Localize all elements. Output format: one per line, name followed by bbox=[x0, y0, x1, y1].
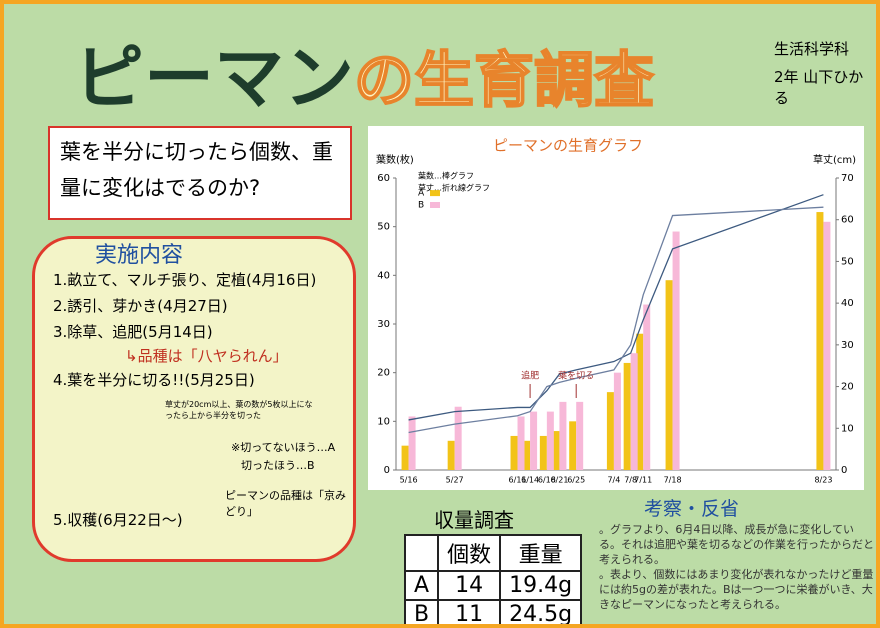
cell: A bbox=[403, 570, 440, 601]
x-tick-label: 6/21 bbox=[550, 476, 568, 485]
cell: 24.5g bbox=[499, 599, 583, 624]
cell: 19.4g bbox=[499, 570, 583, 601]
x-tick-label: 6/18 bbox=[538, 476, 556, 485]
step: 3.除草、追肥(5月14日) bbox=[53, 323, 213, 341]
yield-heading: 収量調査 bbox=[434, 508, 514, 532]
legend-swatch bbox=[430, 202, 440, 208]
col-header: 個数 bbox=[437, 534, 502, 572]
y2-tick-label: 20 bbox=[841, 382, 854, 393]
step-note: ↳品種は「八ヤられん」 bbox=[125, 347, 288, 365]
cut-note: 草丈が20cm以上、葉の数が5枚以上になったら上から半分を切った bbox=[165, 400, 313, 420]
legend-note: 葉数…棒グラフ bbox=[418, 171, 474, 181]
bar bbox=[576, 401, 584, 470]
y-tick-label: 30 bbox=[377, 319, 390, 330]
y2-tick-label: 40 bbox=[841, 298, 854, 309]
x-tick-label: 5/16 bbox=[400, 476, 418, 485]
x-tick-label: 7/11 bbox=[634, 476, 652, 485]
procedure-box: 実施内容 1.畝立て、マルチ張り、定植(4月16日) 2.誘引、芽かき(4月27… bbox=[32, 236, 356, 562]
label-b: 切ったほう…B bbox=[241, 459, 315, 472]
bar bbox=[606, 392, 614, 470]
title-suffix: の生育調査 bbox=[353, 45, 655, 117]
line bbox=[408, 206, 824, 434]
y2-label: 草丈(cm) bbox=[813, 154, 856, 166]
cell: 14 bbox=[437, 570, 502, 601]
bar bbox=[623, 362, 631, 470]
bar bbox=[539, 435, 547, 470]
review-heading: 考察・反省 bbox=[644, 498, 740, 520]
line bbox=[408, 194, 824, 421]
legend-swatch bbox=[430, 190, 440, 197]
bar bbox=[672, 231, 680, 470]
x-tick-label: 7/8 bbox=[624, 476, 637, 485]
y-tick-label: 0 bbox=[384, 465, 390, 476]
y-tick-label: 50 bbox=[377, 222, 390, 233]
bar bbox=[823, 221, 831, 470]
variety: ピーマンの品種は「京みどり」 bbox=[225, 489, 346, 518]
author: 2年 山下ひかる bbox=[774, 68, 864, 107]
question: 葉を半分に切ったら個数、重量に変化はでるのか? bbox=[48, 126, 352, 220]
step: 1.畝立て、マルチ張り、定植(4月16日) bbox=[53, 271, 317, 289]
legend-label: A bbox=[418, 189, 425, 199]
x-tick-label: 6/14 bbox=[521, 476, 539, 485]
y2-tick-label: 10 bbox=[841, 423, 854, 434]
review-point: 。グラフより、6月4日以降、成長が急に変化している。それは追肥や葉を切るなどの作… bbox=[599, 523, 874, 566]
bar bbox=[401, 445, 409, 470]
legend-note: 草丈…折れ線グラフ bbox=[418, 183, 490, 193]
bar bbox=[454, 406, 462, 470]
y-label: 葉数(枚) bbox=[376, 153, 414, 166]
col-header: 重量 bbox=[499, 534, 583, 572]
bar bbox=[530, 411, 538, 470]
step: 5.収穫(6月22日〜) bbox=[53, 511, 183, 529]
bar bbox=[630, 353, 638, 470]
review-point: 。表より、個数にはあまり変化が表れなかったけど重量には約5gの差が表れた。Bは一… bbox=[599, 568, 874, 611]
cell: B bbox=[403, 599, 440, 624]
step: 2.誘引、芽かき(4月27日) bbox=[53, 297, 228, 315]
x-tick-label: 8/23 bbox=[814, 476, 832, 485]
x-tick-label: 7/4 bbox=[607, 476, 620, 485]
bar bbox=[665, 280, 673, 470]
bar bbox=[552, 431, 560, 470]
x-tick-label: 6/25 bbox=[567, 476, 585, 485]
title: ピーマン bbox=[74, 37, 354, 119]
label-a: ※切ってないほう…A bbox=[231, 441, 336, 454]
y2-tick-label: 70 bbox=[841, 173, 854, 184]
y2-tick-label: 60 bbox=[841, 215, 854, 226]
bar bbox=[559, 401, 567, 470]
y2-tick-label: 50 bbox=[841, 256, 854, 267]
procedure-heading: 実施内容 bbox=[95, 243, 184, 268]
yield-table: 個数 重量 A 14 19.4g B 11 24.5g bbox=[403, 534, 583, 624]
y-tick-label: 60 bbox=[377, 173, 390, 184]
chart-title: ピーマンの生育グラフ bbox=[493, 137, 643, 155]
bar bbox=[816, 212, 824, 471]
bar bbox=[613, 372, 621, 470]
annotation: 追肥 bbox=[521, 370, 539, 382]
review: 。グラフより、6月4日以降、成長が急に変化している。それは追肥や葉を切るなどの作… bbox=[599, 522, 874, 612]
y-tick-label: 20 bbox=[377, 368, 390, 379]
y2-tick-label: 30 bbox=[841, 340, 854, 351]
chart: ピーマンの生育グラフ 葉数(枚) 草丈(cm) 葉数…棒グラフ 草丈…折れ線グラ… bbox=[368, 126, 864, 490]
bar bbox=[523, 440, 531, 470]
bar bbox=[569, 421, 577, 470]
cell: 11 bbox=[437, 599, 502, 624]
annotation: 葉を切る bbox=[558, 370, 594, 382]
step: 4.葉を半分に切る!!(5月25日) bbox=[53, 371, 255, 389]
bar bbox=[546, 411, 554, 470]
x-tick-label: 5/27 bbox=[446, 476, 464, 485]
y2-tick-label: 0 bbox=[841, 465, 847, 476]
bar bbox=[408, 416, 416, 470]
y-tick-label: 10 bbox=[377, 416, 390, 427]
bar bbox=[636, 333, 644, 470]
bar bbox=[517, 416, 525, 470]
dept: 生活科学科 bbox=[774, 40, 850, 58]
legend-label: B bbox=[418, 201, 424, 211]
bar bbox=[447, 440, 455, 470]
x-tick-label: 7/18 bbox=[664, 476, 682, 485]
y-tick-label: 40 bbox=[377, 270, 390, 281]
bar bbox=[510, 435, 518, 470]
bar bbox=[643, 304, 651, 470]
x-tick-label: 6/11 bbox=[509, 476, 527, 485]
